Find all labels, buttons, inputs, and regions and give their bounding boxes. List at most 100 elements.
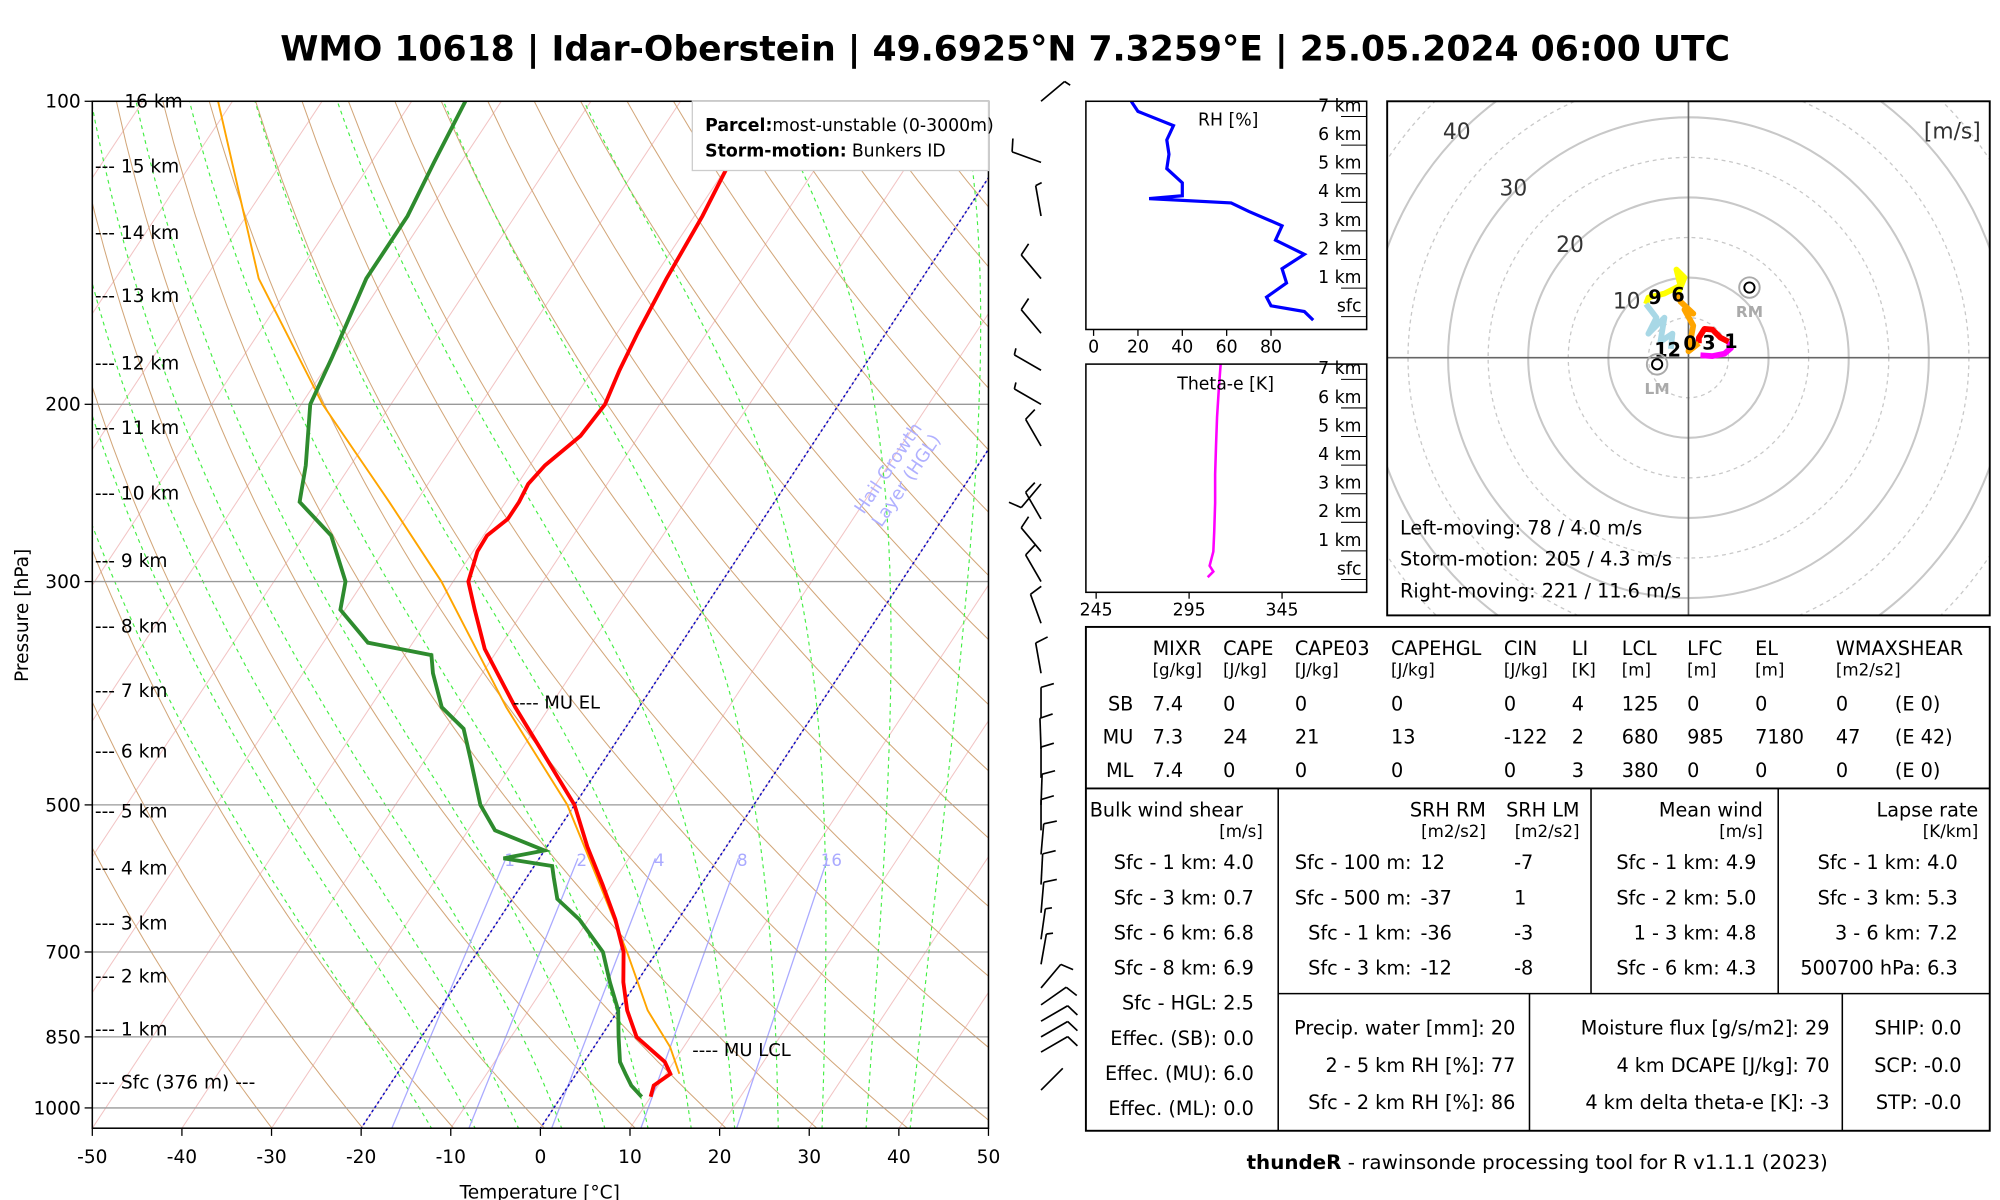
x-tick-label: 345 [1266, 600, 1299, 620]
barb-flag [1011, 138, 1014, 152]
height-label: --- 2 km [95, 967, 168, 988]
barb-staff [1040, 933, 1048, 965]
srh-rm-value: -36 [1421, 921, 1452, 944]
barb-staff [1040, 823, 1045, 855]
table-column-unit: [K] [1572, 661, 1596, 680]
y-tick-label: 850 [45, 1027, 80, 1048]
barb-flag [1040, 742, 1055, 748]
barb-flag [1043, 820, 1057, 825]
hodograph-trace [1643, 266, 1688, 306]
wind-barb [1020, 516, 1042, 552]
table-cell: 7.4 [1153, 759, 1184, 782]
barb-flag [1035, 636, 1049, 644]
annotation-label: ---- MU EL [513, 692, 600, 713]
barb-staff [1020, 527, 1042, 552]
mean_wind-row-value: 4.3 [1726, 957, 1757, 980]
moist-adiabat-line [135, 101, 606, 1129]
wind-barb [1040, 80, 1071, 102]
table-column-unit: [J/kg] [1391, 661, 1435, 680]
barb-flag [1025, 544, 1036, 556]
lm-marker-center [1651, 358, 1664, 371]
composite-row-value: -0.0 [1924, 1091, 1962, 1114]
srh-lm-unit: [m2/s2] [1515, 822, 1580, 841]
wind-barb [1039, 713, 1053, 750]
table-cell: 0 [1755, 692, 1767, 715]
x-tick-label: -50 [77, 1147, 107, 1168]
y-tick-label: 700 [45, 942, 80, 963]
wind-barb [1040, 963, 1074, 989]
wind-barb [1024, 409, 1042, 447]
isotherm-line [181, 101, 861, 1129]
footer-text: - rawinsonde processing tool for R v1.1.… [1341, 1151, 1827, 1174]
table-cell: (E 0) [1895, 692, 1940, 715]
dry-adiabat-line [92, 846, 273, 1129]
height-label: --- 13 km [95, 286, 179, 307]
table-cell: 47 [1836, 726, 1860, 749]
height-label: --- 4 km [95, 859, 168, 880]
mixing-ratio-line [468, 858, 579, 1129]
barb-flag [1025, 482, 1036, 493]
hodograph-height-label: 12 [1654, 339, 1681, 362]
bulk_shear-row-value: 0.7 [1223, 886, 1254, 909]
moist-adiabat-line [92, 414, 476, 1129]
composite-row: STP: -0.0 [1876, 1091, 1962, 1114]
bulk_shear-row: Effec. (MU): 6.0 [1105, 1062, 1254, 1085]
mean_wind-row-label: Sfc - 1 km: [1616, 851, 1725, 874]
barb-staff [1020, 483, 1042, 509]
table-row-label: ML [1106, 759, 1134, 782]
barb-flag [1039, 713, 1053, 720]
height-label: --- Sfc (376 m) --- [95, 1073, 255, 1094]
y-tick-label: 500 [45, 795, 80, 816]
barb-flag [1065, 986, 1078, 997]
moisture-row: Sfc - 2 km RH [%]: 86 [1308, 1091, 1515, 1114]
height-tick-label: 5 km [1318, 154, 1361, 174]
height-label: --- 8 km [95, 616, 168, 637]
hodograph-height-label: 0 [1683, 332, 1696, 355]
bulk_shear-row: Sfc - 8 km: 6.9 [1114, 957, 1254, 980]
x-tick-label: -30 [256, 1147, 286, 1168]
height-tick-label: 6 km [1318, 125, 1361, 145]
barb-flag [1020, 243, 1030, 256]
table-cell: -122 [1504, 726, 1548, 749]
barb-flag [1043, 878, 1057, 883]
mean_wind-title: Mean wind [1659, 799, 1763, 822]
srh-lm-value: -3 [1514, 921, 1533, 944]
height-label: --- 1 km [95, 1020, 168, 1041]
table-column-unit: [m] [1687, 661, 1716, 680]
table-row-label: MU [1103, 726, 1134, 749]
lapse_rate-unit: [K/km] [1923, 822, 1978, 841]
moist-adiabat-line [442, 101, 779, 1129]
dry-adiabat-line [162, 101, 818, 1129]
barb-staff [1040, 1067, 1064, 1091]
table-cell: 380 [1622, 759, 1659, 782]
y-tick-label: 100 [45, 92, 80, 113]
composite-row: SHIP: 0.0 [1874, 1017, 1961, 1040]
barb-staff [1040, 853, 1044, 885]
wind-barb [1040, 932, 1054, 965]
bulk_shear-row: Sfc - 6 km: 6.8 [1114, 921, 1254, 944]
composite-row: SCP: -0.0 [1874, 1054, 1961, 1077]
hodograph-trace [1675, 292, 1701, 355]
table-column-header: CAPEHGL [1391, 637, 1482, 660]
height-label: --- 10 km [95, 483, 179, 504]
table-cell: 0 [1391, 759, 1403, 782]
barb-staff [1024, 418, 1042, 447]
dry-adiabat-line [394, 101, 989, 908]
moisture-row-label: 2 - 5 km RH [%]: [1325, 1054, 1490, 1077]
wind-barb [1008, 483, 1042, 509]
mixing-ratio-label: 4 [654, 851, 665, 870]
moisture-row: Precip. water [mm]: 20 [1294, 1017, 1515, 1040]
bulk_shear-row: Sfc - 3 km: 0.7 [1114, 886, 1254, 909]
barb-flag [1030, 585, 1042, 595]
bulk_shear-row-label: Sfc - 6 km: [1114, 921, 1223, 944]
height-label: --- 7 km [95, 681, 168, 702]
isotherm-line [92, 101, 771, 1129]
height-tick-label: 4 km [1318, 182, 1361, 202]
mixing-ratio-line [640, 858, 740, 1129]
wind-barb [1040, 1067, 1064, 1091]
lapse_rate-row-value: 5.3 [1927, 886, 1958, 909]
dry-adiabat-line [208, 101, 909, 1129]
height-tick-label: sfc [1337, 559, 1362, 579]
